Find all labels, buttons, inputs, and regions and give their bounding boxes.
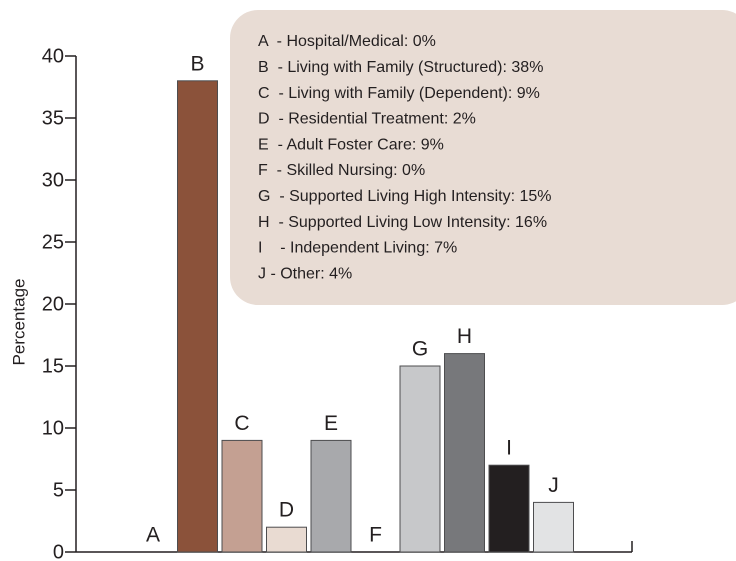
bar-category-label: F [369,524,382,547]
legend-entry: H - Supported Living Low Intensity: 16% [258,214,547,231]
y-tick-label: 20 [42,293,64,315]
bar-category-label: B [190,52,204,75]
legend-entry: I - Independent Living: 7% [258,240,457,257]
bar [310,439,352,553]
bar [488,464,530,553]
bar-category-label: H [457,325,472,348]
legend-entry: E - Adult Foster Care: 9% [258,136,444,153]
bar-category-label: G [412,338,428,361]
legend-box [230,10,736,305]
legend-entry: A - Hospital/Medical: 0% [258,33,436,50]
legend-entry: G - Supported Living High Intensity: 15% [258,188,552,205]
y-tick-label: 10 [42,417,64,439]
bar-category-label: I [506,437,512,460]
y-tick-label: 0 [53,541,64,561]
bar [221,439,263,553]
y-tick-label: 15 [42,355,64,377]
y-tick-label: 5 [53,479,64,501]
legend-entry: B - Living with Family (Structured): 38% [258,59,543,76]
legend-entry: C - Living with Family (Dependent): 9% [258,85,540,102]
bar-category-label: D [279,499,294,522]
bar [533,501,574,553]
legend-entry: D - Residential Treatment: 2% [258,111,476,128]
legend-entry: F - Skilled Nursing: 0% [258,162,425,179]
bar [266,526,307,553]
bar-category-label: E [324,412,338,435]
legend-entry: J - Other: 4% [258,265,352,282]
y-tick-label: 25 [42,231,64,253]
y-axis-label: Percentage [9,279,28,366]
bar [177,80,218,553]
bar-category-label: C [234,412,249,435]
y-tick-label: 30 [42,169,64,191]
y-tick-label: 40 [42,45,64,67]
bar [444,353,485,553]
bar-category-label: J [548,474,559,497]
bar-category-label: A [146,524,160,547]
bar [399,365,441,553]
y-tick-label: 35 [42,107,64,129]
